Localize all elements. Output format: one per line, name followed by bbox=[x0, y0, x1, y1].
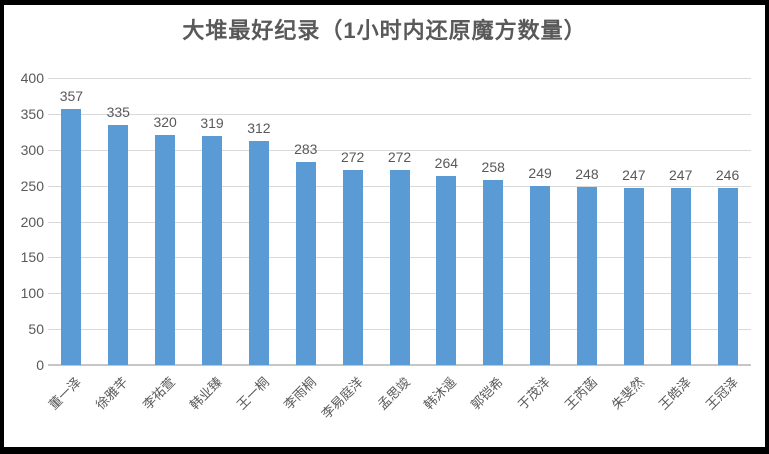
bar bbox=[61, 108, 82, 365]
bar-value-label: 258 bbox=[481, 158, 505, 175]
bar-value-label: 272 bbox=[340, 148, 365, 165]
bar-value-label: 312 bbox=[247, 120, 271, 137]
bar-value-label: 319 bbox=[200, 115, 224, 132]
y-tick-label: 200 bbox=[20, 213, 44, 230]
gridline bbox=[48, 78, 751, 79]
x-category-label: 李雨桐 bbox=[280, 374, 319, 413]
x-category-label: 朱斐然 bbox=[608, 374, 647, 413]
bar bbox=[248, 141, 269, 365]
x-category-label: 王一桐 bbox=[233, 374, 272, 413]
y-tick-label: 400 bbox=[20, 70, 44, 86]
x-category-label: 李祐萱 bbox=[139, 374, 179, 413]
chart-title: 大堆最好纪录（1小时内还原魔方数量） bbox=[182, 18, 587, 43]
bar bbox=[623, 187, 644, 365]
x-category-label: 董一泽 bbox=[46, 374, 85, 413]
bar bbox=[530, 186, 551, 365]
x-category-label: 韩沐遥 bbox=[421, 374, 460, 413]
x-category-label: 王皓泽 bbox=[655, 374, 694, 413]
y-tick-label: 300 bbox=[20, 141, 44, 158]
bar bbox=[436, 175, 457, 365]
x-category-label: 郭铠希 bbox=[467, 374, 507, 413]
y-tick-label: 0 bbox=[36, 357, 44, 373]
bar bbox=[717, 188, 738, 365]
bar bbox=[389, 169, 410, 365]
bar bbox=[155, 135, 176, 365]
bar-value-label: 247 bbox=[622, 166, 646, 183]
bar-value-label: 246 bbox=[715, 167, 740, 184]
bar-value-label: 320 bbox=[153, 114, 177, 131]
gridline bbox=[48, 149, 751, 151]
bar-value-label: 264 bbox=[434, 154, 459, 171]
bar-value-label: 283 bbox=[294, 140, 318, 157]
bar-value-label: 272 bbox=[387, 148, 412, 165]
x-category-label: 徐雅芊 bbox=[93, 374, 132, 413]
gridline bbox=[48, 113, 751, 115]
x-category-label: 韩业臻 bbox=[186, 374, 225, 413]
bar bbox=[342, 169, 363, 365]
x-category-label: 王芮菡 bbox=[561, 374, 600, 413]
x-category-label: 于茂洋 bbox=[514, 374, 553, 413]
y-tick-label: 350 bbox=[20, 105, 44, 122]
y-tick-label: 100 bbox=[20, 285, 44, 302]
bar bbox=[576, 187, 597, 365]
bar bbox=[295, 161, 316, 365]
bar-value-label: 247 bbox=[669, 166, 693, 183]
bar bbox=[202, 136, 223, 365]
y-tick-label: 50 bbox=[28, 321, 44, 338]
bar bbox=[483, 179, 504, 365]
bar-value-label: 249 bbox=[528, 165, 552, 182]
bar-value-label: 335 bbox=[106, 103, 130, 120]
x-axis-line bbox=[48, 364, 751, 366]
y-tick-label: 250 bbox=[20, 177, 44, 194]
y-tick-label: 150 bbox=[20, 249, 44, 266]
x-category-label: 王冠泽 bbox=[702, 374, 741, 413]
x-category-label: 孟思竣 bbox=[374, 374, 413, 413]
bar bbox=[670, 187, 691, 365]
bar-value-label: 248 bbox=[575, 166, 599, 183]
x-category-label: 李易庭洋 bbox=[318, 374, 366, 422]
bar-value-label: 357 bbox=[59, 87, 84, 104]
bar bbox=[108, 124, 129, 365]
